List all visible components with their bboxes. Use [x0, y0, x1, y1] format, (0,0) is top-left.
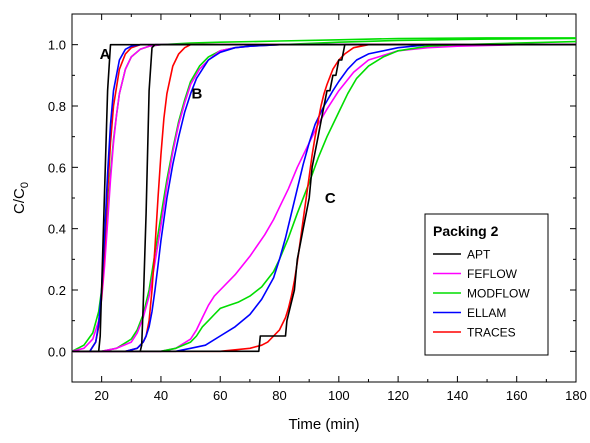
series-modflow-c: [72, 40, 577, 353]
legend-label-feflow: FEFLOW: [467, 267, 518, 281]
series-feflow-a: [71, 43, 576, 353]
y-tick-label: 1.0: [48, 38, 66, 53]
x-tick-label: 100: [328, 388, 350, 403]
series-layer: [71, 37, 577, 353]
x-axis-title: Time (min): [288, 416, 359, 433]
curve-label-a: A: [100, 46, 111, 63]
series-apt-c: [72, 43, 576, 353]
legend-label-apt: APT: [467, 248, 491, 262]
x-tick-label: 160: [506, 388, 528, 403]
x-tick-label: 140: [447, 388, 469, 403]
axes: 20 40 60 80 100 120 140 160 180 0.0 0.2 0.4 0.6 0.8 1.…: [48, 13, 587, 403]
y-axis-title-subscript: 0: [19, 182, 31, 188]
legend: Packing 2 APT FEFLOW MODFLOW ELLAM TRACES: [424, 213, 549, 356]
legend-title: Packing 2: [433, 223, 499, 239]
series-ellam-b: [72, 43, 576, 353]
legend-label-modflow: MODFLOW: [467, 287, 530, 301]
y-tick-label: 0.6: [48, 160, 66, 175]
x-tick-label: 60: [213, 388, 227, 403]
y-tick-label: 0.0: [48, 344, 66, 359]
x-tick-label: 20: [94, 388, 108, 403]
annotations: A B C: [100, 46, 336, 207]
legend-label-ellam: ELLAM: [467, 306, 506, 320]
y-axis-title: C/C0: [11, 182, 31, 214]
x-tick-label: 180: [565, 388, 587, 403]
y-axis-title-main: C/C: [11, 188, 28, 214]
curve-label-b: B: [192, 86, 203, 103]
series-traces-c: [72, 43, 576, 353]
y-tick-label: 0.2: [48, 283, 66, 298]
series-apt-b: [72, 43, 576, 353]
y-tick-label: 0.4: [48, 222, 66, 237]
x-tick-label: 120: [387, 388, 409, 403]
series-feflow-c: [72, 43, 576, 353]
y-tick-label: 0.8: [48, 99, 66, 114]
curve-label-c: C: [325, 190, 336, 207]
legend-label-traces: TRACES: [467, 326, 516, 340]
x-tick-label: 40: [154, 388, 168, 403]
series-ellam-c: [72, 43, 576, 353]
x-tick-label: 80: [272, 388, 286, 403]
